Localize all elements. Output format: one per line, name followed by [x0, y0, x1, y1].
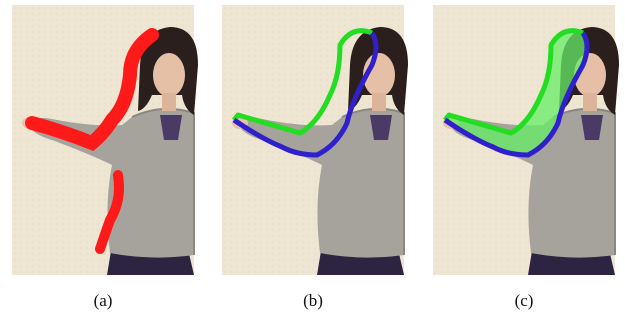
panel-label: (b) [303, 291, 323, 310]
panel-label: (a) [94, 291, 113, 310]
panel-label: (c) [515, 291, 534, 310]
panel-a [12, 5, 198, 275]
panel-c [433, 5, 619, 275]
figure: (a) (b) (c) [0, 0, 625, 320]
panel-b [222, 5, 408, 275]
page: (a) (b) (c) (() => { const data = JSON.p… [0, 0, 625, 320]
